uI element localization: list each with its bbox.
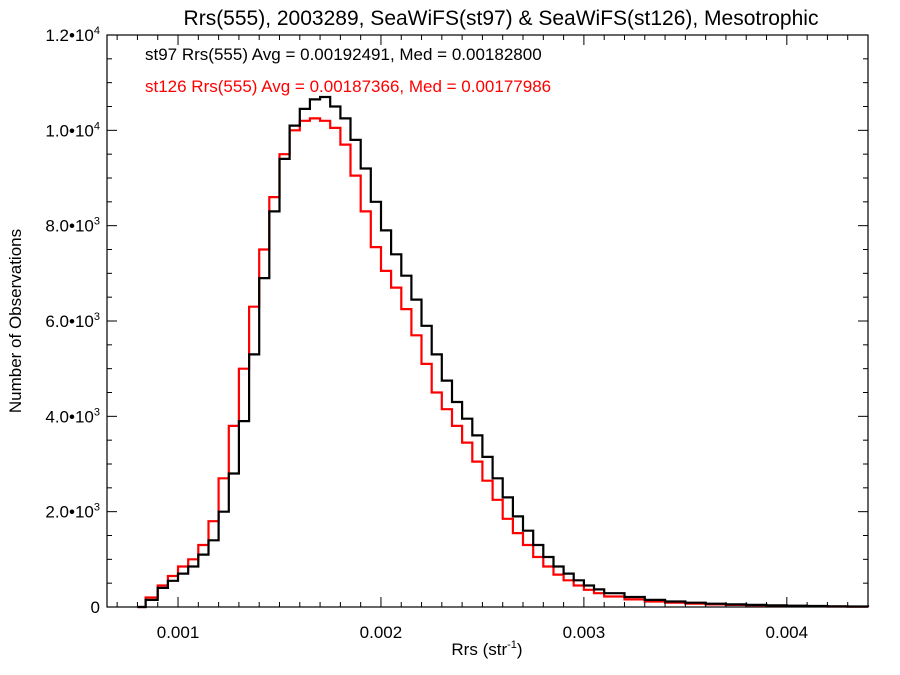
y-tick-label: 8.0•103	[45, 216, 100, 236]
y-tick-label: 4.0•103	[45, 406, 100, 426]
x-tick-label: 0.003	[563, 623, 606, 642]
series-line-st97	[137, 95, 870, 609]
y-axis-label: Number of Observations	[6, 229, 25, 413]
y-tick-label: 6.0•103	[45, 311, 100, 331]
x-axis-label: Rrs (str-1)	[451, 639, 522, 659]
annotation-st97: st97 Rrs(555) Avg = 0.00192491, Med = 0.…	[145, 45, 542, 64]
y-tick-label: 1.2•104	[45, 25, 100, 45]
x-tick-label: 0.002	[360, 623, 403, 642]
x-tick-label: 0.004	[766, 623, 809, 642]
y-axis-ticks: 0 2.0•103 4.0•103 6.0•103 8.0•103 1.0•104 1.2•…	[45, 25, 868, 617]
x-tick-label: 0.001	[157, 623, 200, 642]
y-tick-label: 1.0•104	[45, 120, 100, 140]
y-tick-label: 2.0•103	[45, 502, 100, 522]
annotation-st126: st126 Rrs(555) Avg = 0.00187366, Med = 0…	[145, 77, 551, 96]
x-axis-ticks: 0.001 0.002 0.003 0.004	[116, 35, 869, 642]
chart-title: Rrs(555), 2003289, SeaWiFS(st97) & SeaWi…	[184, 7, 819, 30]
y-tick-label: 0	[91, 598, 100, 617]
series-line-st126	[137, 117, 870, 609]
series-layer	[137, 95, 870, 609]
plot-frame	[106, 34, 869, 608]
